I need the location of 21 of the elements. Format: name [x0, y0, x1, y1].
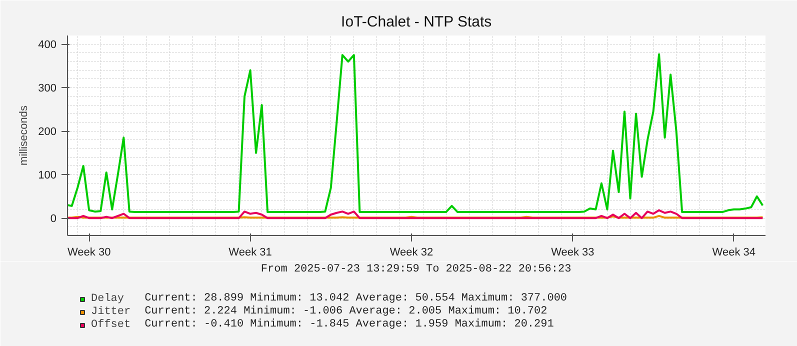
- y-tick-label: 300: [38, 82, 57, 95]
- chart-title: IoT-Chalet - NTP Stats: [341, 14, 492, 30]
- text: Current: 28.899 Minimum: 13.042 Average: 50.554 Maximum: 377.000: [144, 292, 568, 304]
- line-series: [68, 53, 764, 214]
- legend-label: Offset: [91, 318, 131, 331]
- y-tick-label: 100: [38, 170, 57, 182]
- y-tick-label: 200: [38, 126, 57, 138]
- x-tick-label: Week 31: [228, 246, 272, 258]
- x-tick-label: Week 32: [390, 246, 434, 258]
- line-series: [68, 209, 764, 220]
- x-tick-label: Week 34: [712, 246, 756, 258]
- legend-label: Jitter: [91, 305, 131, 318]
- text: Current: 2.224 Minimum: -1.006 Average: 2.005 Maximum: 10.702: [144, 306, 548, 318]
- y-axis-title: milliseconds: [18, 105, 30, 166]
- legend-label: Delay: [91, 292, 124, 305]
- x-tick-label: Week 30: [67, 246, 111, 258]
- y-tick-label: 400: [38, 39, 57, 52]
- text: From 2025-07-23 13:29:59 To 2025-08-22 20:56:23: [260, 264, 572, 276]
- y-tick-label: 0: [50, 213, 57, 226]
- x-tick-label: Week 33: [551, 246, 594, 258]
- text: Current: -0.410 Minimum: -1.845 Average: 1.959 Maximum: 20.291: [144, 318, 554, 330]
